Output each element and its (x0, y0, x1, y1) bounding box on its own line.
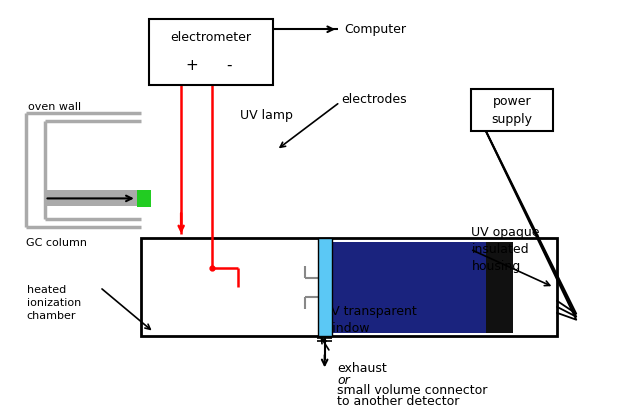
Bar (45, 190, 137, 206)
Bar (486, 242, 514, 333)
Text: +: + (186, 58, 198, 73)
Text: heated
ionization
chamber: heated ionization chamber (27, 285, 81, 321)
Bar (471, 89, 553, 131)
Text: GC column: GC column (26, 238, 87, 248)
Bar (140, 238, 557, 336)
Text: exhaust: exhaust (338, 362, 387, 375)
Bar (149, 19, 272, 85)
Text: oven wall: oven wall (28, 102, 81, 112)
Bar (326, 242, 486, 333)
Text: Computer: Computer (345, 23, 406, 36)
Text: UV opaque
insulated
housing: UV opaque insulated housing (471, 226, 540, 272)
Text: -: - (226, 58, 232, 73)
Text: power
supply: power supply (492, 95, 533, 126)
Text: small volume connector: small volume connector (338, 384, 487, 397)
Text: UV lamp: UV lamp (240, 109, 292, 122)
Text: UV transparent
window: UV transparent window (322, 305, 417, 335)
Text: electrodes: electrodes (341, 93, 407, 106)
Text: or: or (338, 374, 350, 387)
Text: electrometer: electrometer (170, 31, 251, 44)
Text: to another detector: to another detector (338, 395, 460, 409)
Bar (318, 238, 332, 336)
Bar (137, 189, 151, 207)
